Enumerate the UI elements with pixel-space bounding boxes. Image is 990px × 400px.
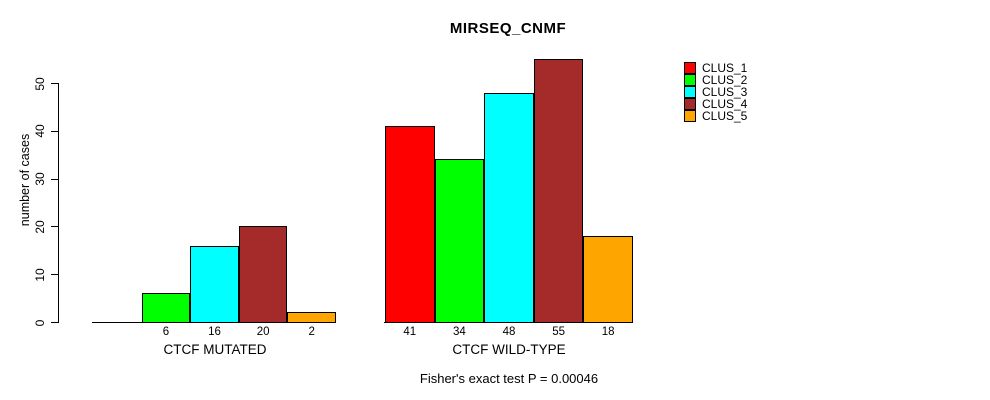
legend-label: CLUS_1 bbox=[702, 61, 748, 75]
y-axis-label: number of cases bbox=[18, 133, 32, 227]
y-tick bbox=[51, 274, 58, 276]
y-axis-line bbox=[58, 83, 59, 323]
group-label-ctcf-mutated: CTCF MUTATED bbox=[163, 342, 267, 357]
bar-value-label: 34 bbox=[452, 326, 466, 338]
legend-row: CLUS_1 bbox=[684, 62, 747, 74]
bar-clus-5-group1 bbox=[287, 312, 336, 323]
legend-label: CLUS_3 bbox=[702, 85, 748, 99]
bar-clus-4-group2 bbox=[533, 59, 584, 323]
bar-value-label: 48 bbox=[502, 326, 516, 338]
legend-swatch-clus-4 bbox=[684, 98, 696, 110]
legend-label: CLUS_2 bbox=[702, 73, 748, 87]
y-tick-label: 40 bbox=[33, 124, 47, 138]
bar-clus-4-group1 bbox=[238, 226, 288, 323]
legend-swatch-clus-2 bbox=[684, 74, 696, 86]
y-tick-label: 20 bbox=[33, 220, 47, 234]
y-tick-label: 0 bbox=[33, 319, 47, 326]
bar-value-label: 16 bbox=[208, 326, 221, 338]
legend-row: CLUS_4 bbox=[684, 98, 747, 110]
y-tick bbox=[51, 178, 58, 180]
bar-clus-3-group1 bbox=[190, 245, 239, 323]
y-tick-label: 10 bbox=[33, 268, 47, 282]
bar-clus-2-group2 bbox=[434, 159, 485, 323]
bar-value-label: 41 bbox=[403, 326, 417, 338]
legend-swatch-clus-5 bbox=[684, 110, 696, 122]
caption: Fisher's exact test P = 0.00046 bbox=[419, 371, 599, 386]
legend-swatch-clus-3 bbox=[684, 86, 696, 98]
y-tick bbox=[51, 322, 58, 323]
bar-value-label: 2 bbox=[308, 326, 315, 338]
y-tick-label: 50 bbox=[33, 76, 47, 91]
bar-value-label: 20 bbox=[256, 326, 270, 338]
bar-clus-3-group2 bbox=[484, 92, 534, 323]
legend-row: CLUS_2 bbox=[684, 74, 747, 86]
legend-swatch-clus-1 bbox=[684, 62, 696, 74]
y-tick-label: 30 bbox=[33, 172, 47, 186]
group-label-ctcf-wild-type: CTCF WILD-TYPE bbox=[452, 342, 566, 357]
bar-clus-5-group2 bbox=[583, 235, 633, 323]
bar-clus-1-group2 bbox=[385, 126, 435, 323]
bar-value-label: 18 bbox=[601, 326, 615, 338]
bar-clus-2-group1 bbox=[141, 293, 191, 323]
y-tick bbox=[51, 83, 58, 84]
legend-label: CLUS_5 bbox=[702, 109, 748, 123]
chart-title: MIRSEQ_CNMF bbox=[449, 20, 567, 37]
y-tick bbox=[51, 130, 58, 132]
legend-row: CLUS_3 bbox=[684, 86, 747, 98]
y-tick bbox=[51, 226, 58, 228]
bar-value-label: 6 bbox=[162, 326, 170, 338]
legend-row: CLUS_5 bbox=[684, 110, 747, 122]
bar-value-label: 55 bbox=[552, 326, 565, 338]
legend: CLUS_1 CLUS_2 CLUS_3 CLUS_4 CLUS_5 bbox=[684, 62, 747, 122]
legend-label: CLUS_4 bbox=[702, 97, 748, 111]
